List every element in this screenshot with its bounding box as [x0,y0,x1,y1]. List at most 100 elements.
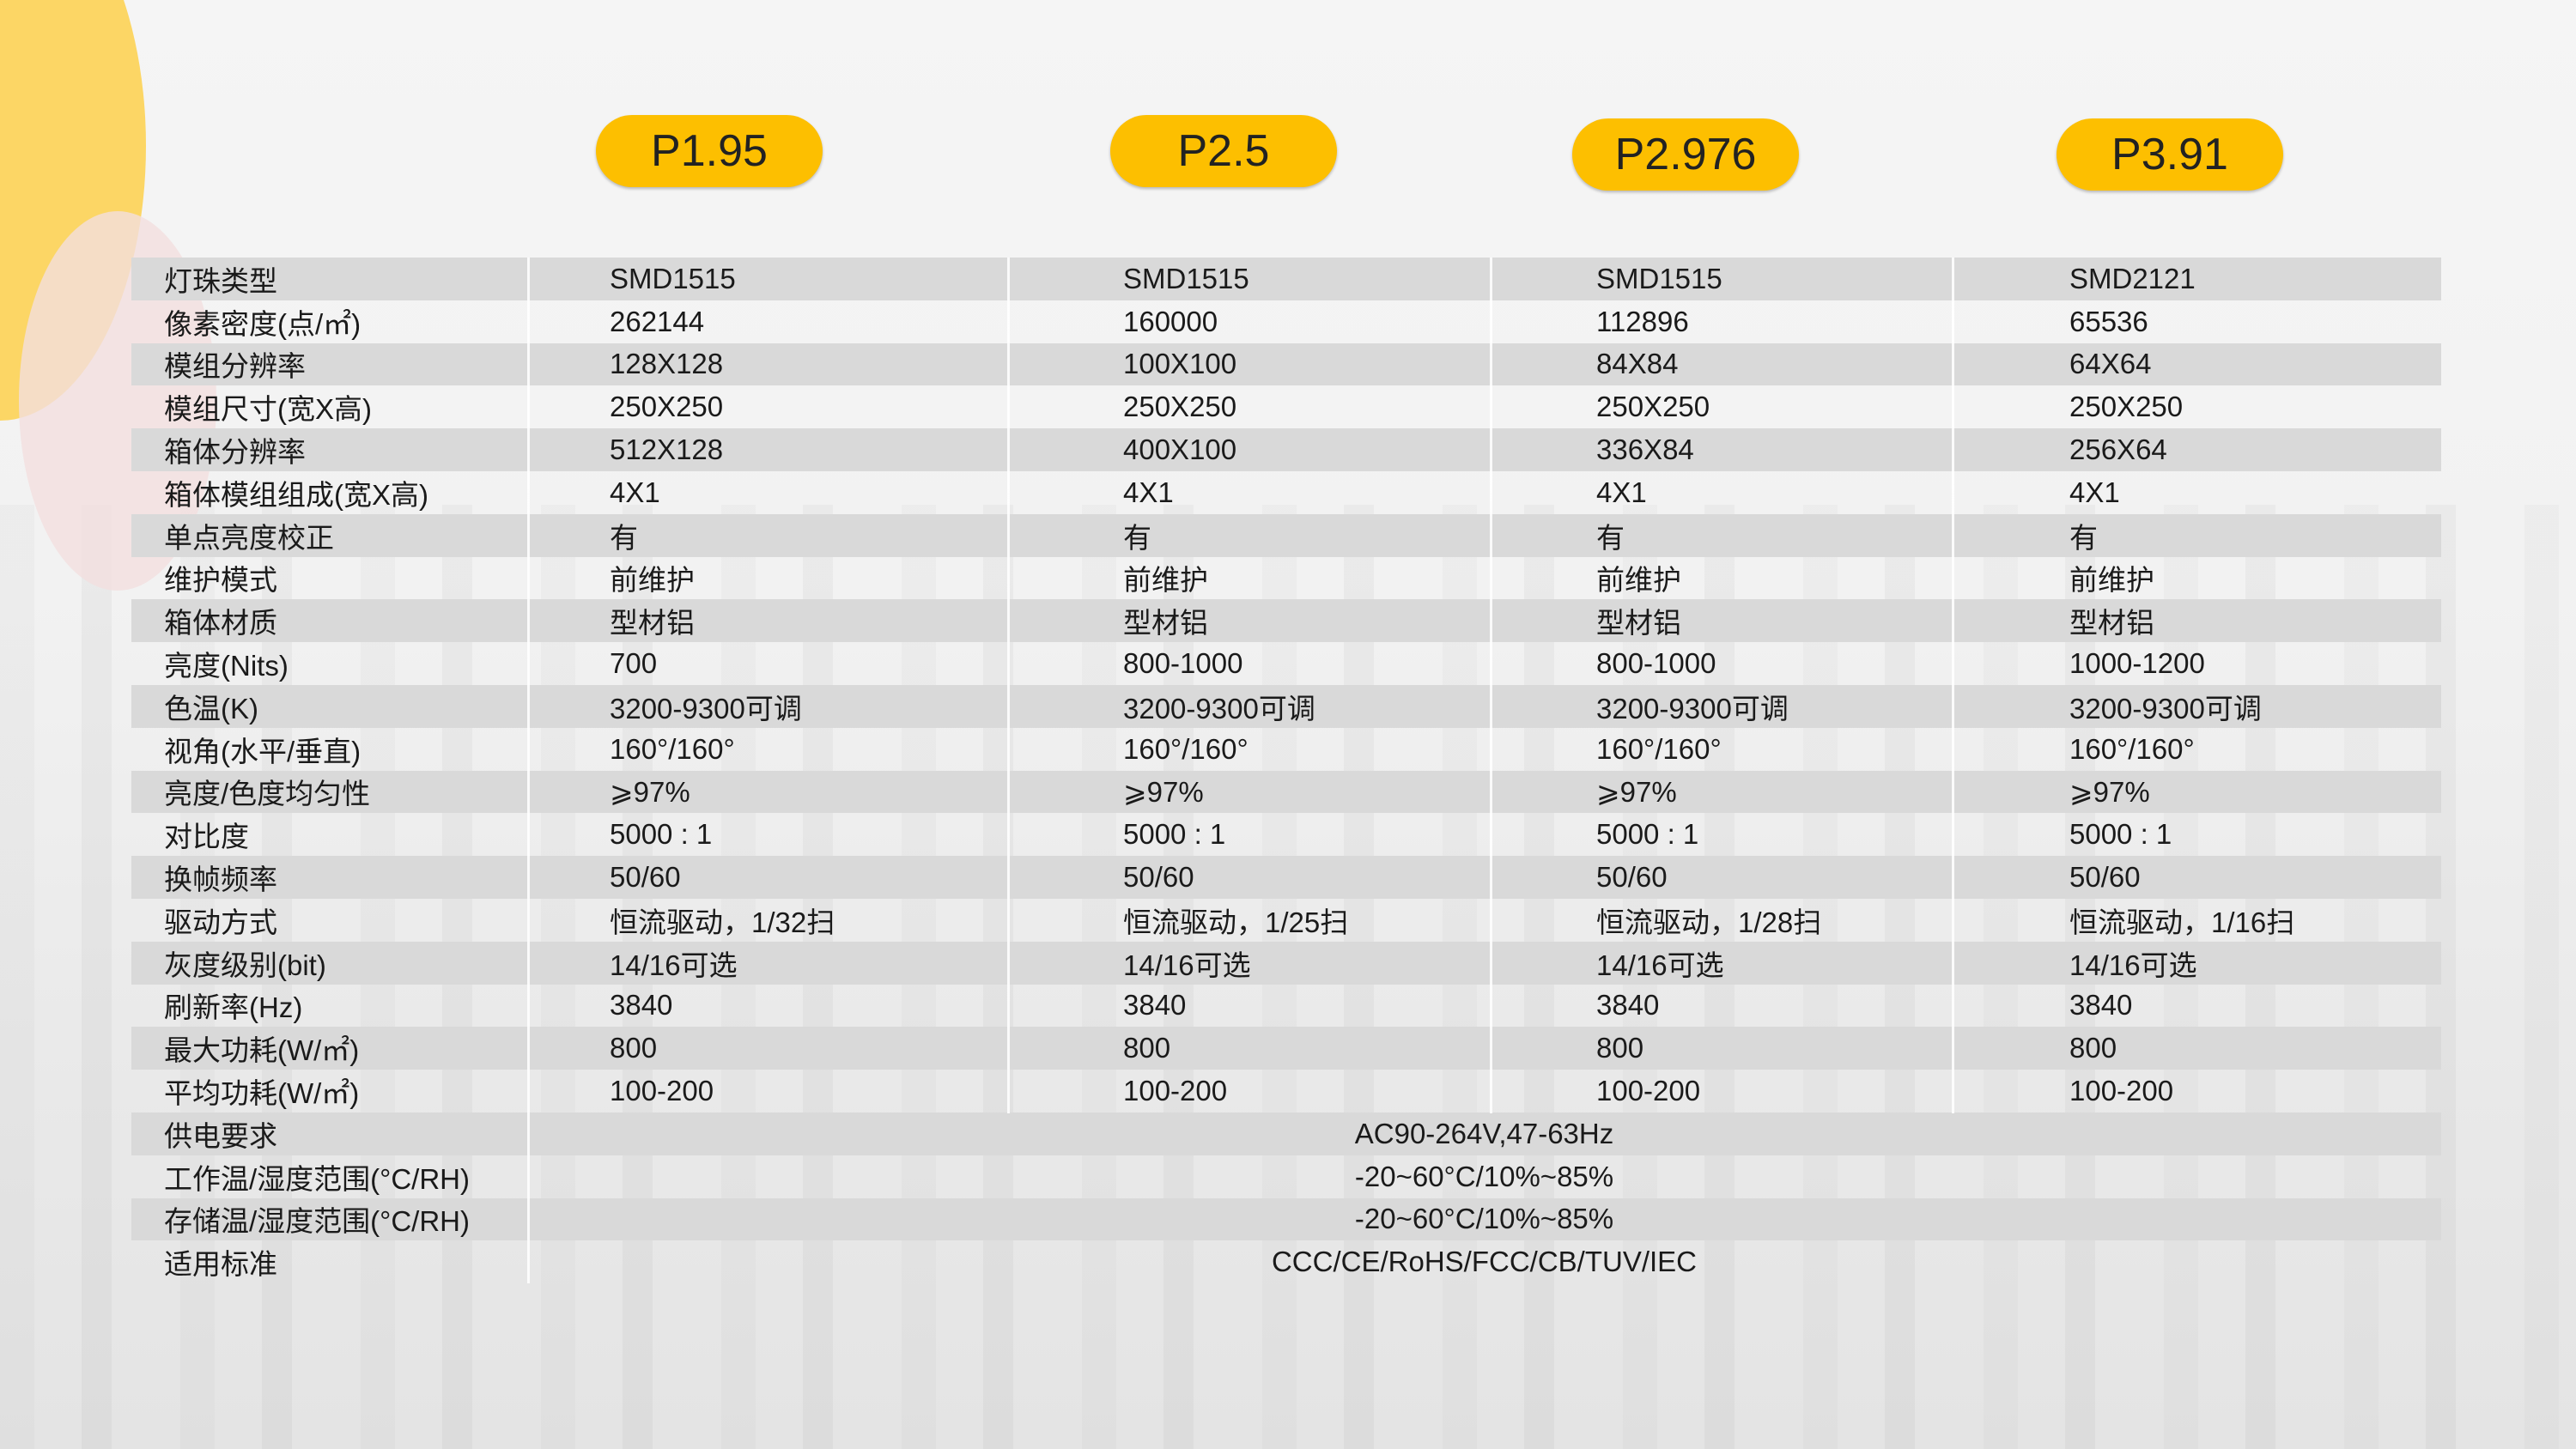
cell-p1-95: 50/60 [610,861,681,894]
row-label: 工作温/湿度范围(°C/RH) [164,1162,471,1195]
row-label: 最大功耗(W/㎡) [164,1034,360,1067]
table-row: 箱体分辨率 512X128 400X100 336X84 256X64 [131,428,2441,471]
table-row: 亮度/色度均匀性 ⩾97% ⩾97% ⩾97% ⩾97% [131,770,2441,814]
cell-p2-976: 336X84 [1596,433,1694,466]
model-pill-p2-976: P2.976 [1572,118,1799,191]
cell-p3-91: 3200-9300可调 [2069,692,2262,724]
cell-p3-91: 64X64 [2069,348,2152,380]
table-row: 单点亮度校正 有 有 有 有 [131,513,2441,557]
cell-p3-91: 65536 [2069,305,2148,337]
cell-p2-5: 100X100 [1123,348,1237,380]
table-row: 维护模式 前维护 前维护 前维护 前维护 [131,557,2441,600]
row-label: 模组分辨率 [164,350,306,383]
column-divider [527,258,530,1283]
row-label: 箱体材质 [164,607,277,640]
table-row: 箱体材质 型材铝 型材铝 型材铝 型材铝 [131,599,2441,643]
table-row: 灯珠类型 SMD1515 SMD1515 SMD1515 SMD2121 [131,258,2441,300]
table-row: 模组分辨率 128X128 100X100 84X84 64X64 [131,343,2441,386]
cell-p3-91: 前维护 [2069,564,2154,597]
cell-p1-95: 100-200 [610,1075,714,1107]
cell-p3-91: 型材铝 [2069,607,2154,640]
row-label: 换帧频率 [164,864,277,896]
table-row: 供电要求 AC90-264V,47-63Hz [131,1112,2441,1155]
row-label: 存储温/湿度范围(°C/RH) [164,1205,471,1238]
cell-p2-976: 84X84 [1596,348,1679,380]
cell-p2-976: 4X1 [1596,476,1647,508]
cell-p2-976: 800-1000 [1596,647,1716,680]
table-row: 换帧频率 50/60 50/60 50/60 50/60 [131,856,2441,899]
cell-p1-95: ⩾97% [610,775,690,808]
cell-p2-976: ⩾97% [1596,775,1677,808]
table-row: 视角(水平/垂直) 160°/160° 160°/160° 160°/160° 160°… [131,728,2441,771]
row-label: 亮度/色度均匀性 [164,778,371,810]
row-label: 灰度级别(bit) [164,949,326,981]
row-label: 色温(K) [164,692,258,724]
row-label: 供电要求 [164,1119,277,1152]
cell-p3-91: 256X64 [2069,433,2167,466]
cell-p1-95: 型材铝 [610,607,695,640]
row-label: 箱体模组组成(宽X高) [164,478,428,511]
cell-p3-91: 1000-1200 [2069,647,2205,680]
table-row: 色温(K) 3200-9300可调 3200-9300可调 3200-9300可调 32… [131,684,2441,728]
row-label: 箱体分辨率 [164,436,306,469]
cell-p3-91: 50/60 [2069,861,2141,894]
cell-p3-91: 有 [2069,521,2098,554]
cell-p1-95: 恒流驱动，1/32扫 [610,906,835,938]
cell-p3-91: 800 [2069,1032,2117,1064]
cell-p2-5: 5000 : 1 [1123,818,1226,851]
cell-p2-976: SMD1515 [1596,262,1722,294]
cell-p2-976: 250X250 [1596,391,1710,423]
column-divider [1007,258,1010,1113]
row-label: 适用标准 [164,1248,277,1281]
cell-p2-976: 有 [1596,521,1625,554]
cell-p1-95: 有 [610,521,638,554]
cell-p1-95: 800 [610,1032,658,1064]
cell-p2-5: 250X250 [1123,391,1237,423]
cell-p1-95: 前维护 [610,564,695,597]
cell-p1-95: 14/16可选 [610,949,738,981]
row-label: 模组尺寸(宽X高) [164,393,372,426]
cell-p2-976: 前维护 [1596,564,1681,597]
spec-table: 灯珠类型 SMD1515 SMD1515 SMD1515 SMD2121 像素密度(点/㎡… [131,258,2441,1283]
cell-p1-95: 3840 [610,989,673,1022]
column-divider [1952,258,1954,1113]
model-pill-p2-5: P2.5 [1110,115,1337,187]
table-row: 驱动方式 恒流驱动，1/32扫 恒流驱动，1/25扫 恒流驱动，1/28扫 恒流驱动，1… [131,899,2441,942]
cell-p2-5: 50/60 [1123,861,1194,894]
cell-p3-91: ⩾97% [2069,775,2150,808]
cell-p2-976: 100-200 [1596,1075,1701,1107]
cell-p3-91: 恒流驱动，1/16扫 [2069,906,2295,938]
cell-p2-5: 160000 [1123,305,1218,337]
cell-p2-5: 有 [1123,521,1151,554]
cell-p2-976: 160°/160° [1596,732,1722,765]
row-label: 对比度 [164,821,249,853]
cell-p3-91: 5000 : 1 [2069,818,2172,851]
merged-value: CCC/CE/RoHS/FCC/CB/TUV/IEC [1271,1246,1698,1278]
table-row: 平均功耗(W/㎡) 100-200 100-200 100-200 100-200 [131,1070,2441,1113]
row-label: 维护模式 [164,564,277,597]
cell-p3-91: SMD2121 [2069,262,2196,294]
cell-p2-5: 3200-9300可调 [1123,692,1315,724]
cell-p2-976: 型材铝 [1596,607,1681,640]
table-row: 箱体模组组成(宽X高) 4X1 4X1 4X1 4X1 [131,471,2441,514]
cell-p2-5: 800 [1123,1032,1171,1064]
cell-p2-5: ⩾97% [1123,775,1204,808]
model-pill-p3-91: P3.91 [2057,118,2283,191]
merged-value: -20~60°C/10%~85% [1354,1203,1614,1235]
merged-value: -20~60°C/10%~85% [1354,1160,1614,1192]
table-row: 存储温/湿度范围(°C/RH) -20~60°C/10%~85% [131,1197,2441,1241]
cell-p2-976: 3200-9300可调 [1596,692,1789,724]
cell-p2-976: 恒流驱动，1/28扫 [1596,906,1822,938]
cell-p2-976: 3840 [1596,989,1660,1022]
row-label: 刷新率(Hz) [164,991,303,1024]
cell-p2-5: 恒流驱动，1/25扫 [1123,906,1349,938]
cell-p2-5: 14/16可选 [1123,949,1251,981]
table-row: 模组尺寸(宽X高) 250X250 250X250 250X250 250X250 [131,385,2441,428]
row-label: 亮度(Nits) [164,650,289,682]
cell-p1-95: 3200-9300可调 [610,692,802,724]
cell-p3-91: 3840 [2069,989,2133,1022]
cell-p2-5: SMD1515 [1123,262,1249,294]
cell-p3-91: 160°/160° [2069,732,2195,765]
cell-p3-91: 250X250 [2069,391,2184,423]
cell-p2-976: 800 [1596,1032,1644,1064]
